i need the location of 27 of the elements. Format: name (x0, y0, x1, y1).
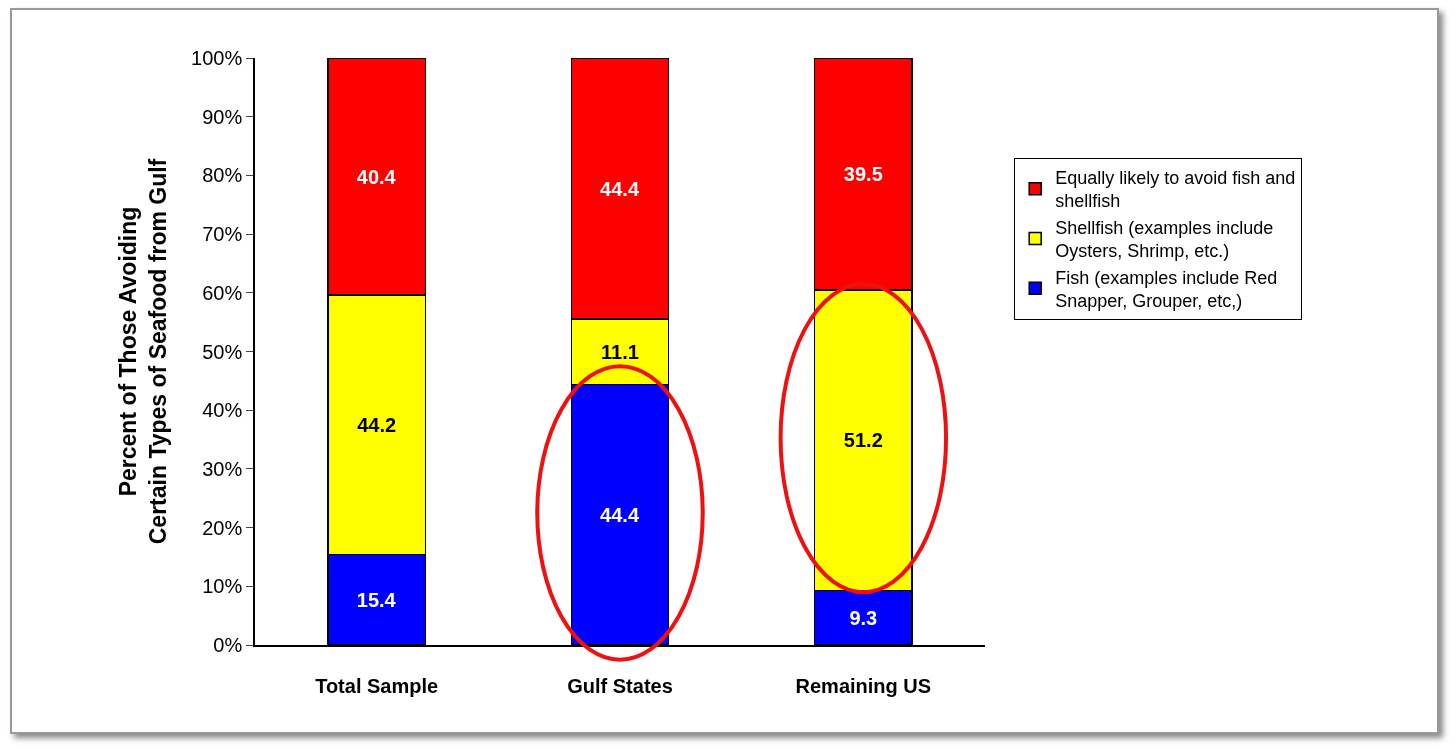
y-tick-label: 20% (202, 516, 243, 539)
y-tick-label: 60% (202, 281, 243, 304)
x-tick-label: Gulf States (567, 674, 673, 697)
x-tick-label: Remaining US (795, 674, 932, 697)
y-tick-label: 50% (202, 340, 243, 363)
data-label: 51.2 (843, 429, 883, 452)
data-label: 15.4 (356, 588, 397, 611)
legend-label: Equally likely to avoid fish and shellfish (1055, 168, 1296, 212)
data-label: 44.4 (600, 177, 640, 200)
data-label: 44.2 (357, 413, 397, 436)
data-label: 39.5 (843, 162, 883, 185)
y-tick-label: 10% (202, 575, 243, 598)
y-tick-label: 70% (202, 223, 243, 246)
y-tick-label: 30% (202, 457, 243, 480)
y-tick-label: 0% (213, 634, 243, 656)
data-label: 44.4 (600, 503, 640, 526)
y-tick-label: 40% (202, 399, 243, 422)
y-tick-label: 100% (191, 47, 243, 69)
y-axis-title: Percent of Those Avoiding Certain Types of Seafood from Gulf (115, 158, 172, 545)
x-tick-label: Total Sample (315, 674, 439, 697)
data-label: 11.1 (601, 340, 639, 363)
data-label: 9.3 (849, 606, 878, 629)
y-tick-label: 80% (202, 164, 243, 187)
data-label: 40.4 (356, 165, 397, 188)
y-tick-label: 90% (202, 105, 243, 128)
legend-label: Shellfish (examples include Oysters, Shrimp, etc.) (1055, 217, 1274, 262)
legend-label: Fish (examples include Red Snapper, Grouper, etc,) (1055, 267, 1278, 312)
